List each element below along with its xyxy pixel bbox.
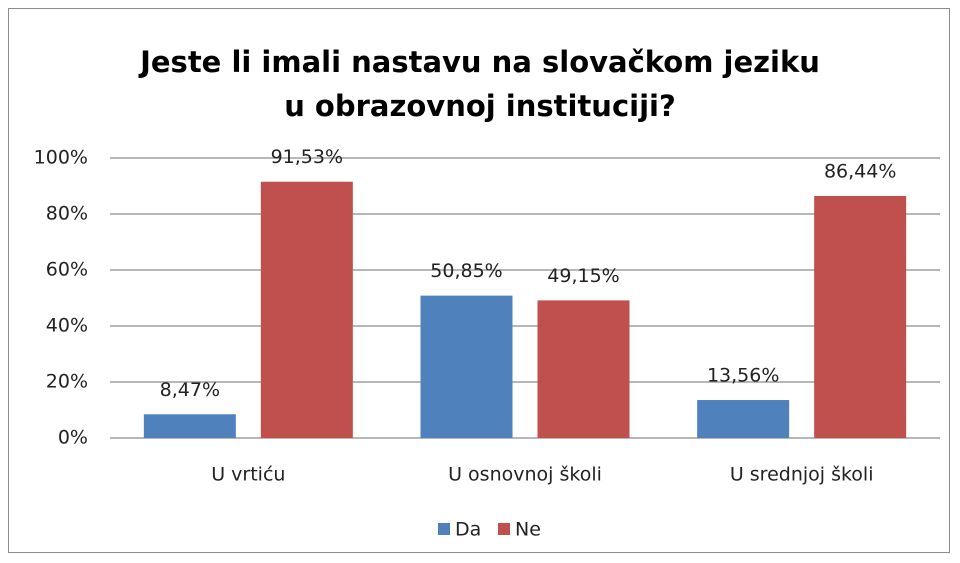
y-tick-label: 100%: [34, 147, 88, 169]
bar: [537, 300, 630, 438]
bar: [814, 195, 907, 438]
value-label: 91,53%: [271, 146, 343, 168]
value-label: 86,44%: [824, 160, 896, 182]
bar: [260, 181, 353, 438]
value-label: 50,85%: [430, 260, 502, 282]
legend-swatch: [498, 523, 510, 535]
chart-title: Jeste li imali nastavu na slovačkom jezi…: [140, 45, 820, 123]
legend-label: Da: [455, 519, 481, 541]
bar: [420, 295, 513, 438]
y-tick-label: 80%: [46, 203, 88, 225]
x-tick-label: U osnovnoj školi: [448, 464, 602, 486]
x-tick-label: U vrtiću: [211, 464, 285, 486]
bar: [697, 400, 790, 438]
y-tick-label: 0%: [58, 427, 88, 449]
legend-label: Ne: [515, 519, 541, 541]
value-label: 8,47%: [160, 379, 220, 401]
y-tick-label: 60%: [46, 259, 88, 281]
x-tick-label: U srednjoj školi: [730, 464, 874, 486]
legend-swatch: [438, 523, 450, 535]
bar: [143, 414, 236, 438]
chart-frame: [8, 8, 950, 553]
y-tick-label: 40%: [46, 315, 88, 337]
y-tick-label: 20%: [46, 371, 88, 393]
value-label: 49,15%: [547, 265, 619, 287]
value-label: 13,56%: [707, 365, 779, 387]
